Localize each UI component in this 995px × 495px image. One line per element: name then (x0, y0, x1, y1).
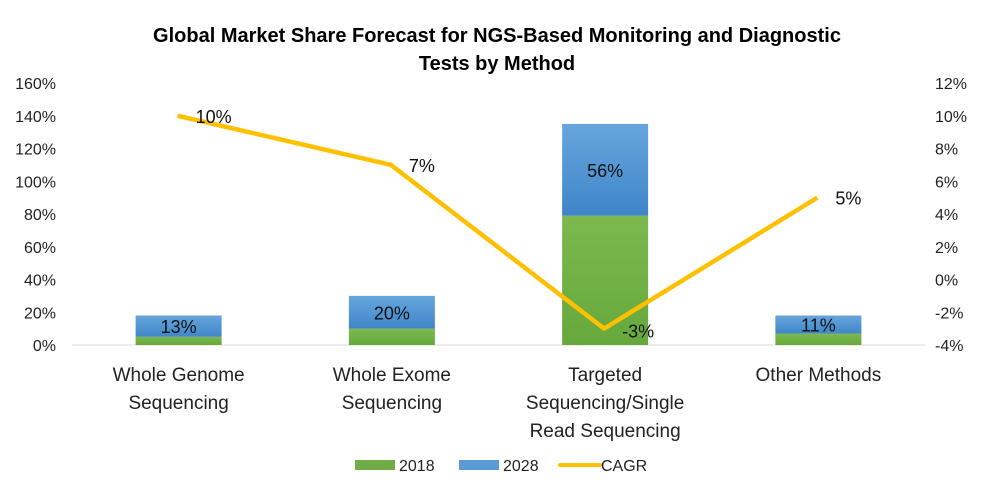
category-label: Sequencing/Single (526, 393, 684, 414)
right-axis-tick-label: 8% (935, 142, 958, 159)
left-axis-tick-label: 40% (24, 273, 56, 290)
right-axis-tick-label: 12% (935, 76, 967, 93)
left-axis-tick-label: 0% (33, 338, 56, 355)
bar-2028 (775, 315, 862, 334)
legend-label-2028: 2028 (503, 458, 539, 475)
right-axis-tick-label: 2% (935, 240, 958, 257)
left-axis-tick-label: 100% (15, 174, 56, 191)
left-axis-tick-label: 60% (24, 240, 56, 257)
right-axis-tick-label: 4% (935, 207, 958, 224)
bar-2028 (348, 295, 435, 329)
category-label: Read Sequencing (530, 421, 681, 442)
left-axis-tick-label: 140% (15, 109, 56, 126)
data-label-cagr: 10% (196, 107, 232, 127)
right-axis-tick-label: 0% (935, 273, 958, 290)
cagr-line (177, 113, 819, 331)
data-label-2028: 11% (801, 316, 836, 336)
data-label-2028: 13% (161, 317, 197, 337)
bar-2018 (135, 336, 222, 345)
bar-2028 (562, 123, 649, 216)
bar-2028 (135, 315, 222, 337)
category-label: Other Methods (756, 365, 882, 386)
data-label-cagr: 5% (835, 189, 861, 209)
data-label-2028: 20% (374, 303, 410, 323)
right-axis-tick-label: -4% (935, 338, 963, 355)
right-axis-tick-label: -2% (935, 305, 963, 322)
legend-swatch-2018 (355, 460, 395, 470)
chart-title-line-2: Tests by Method (419, 53, 575, 75)
bar-2018 (775, 333, 862, 345)
category-label: Whole Genome (113, 365, 245, 386)
chart-title-line-1: Global Market Share Forecast for NGS-Bas… (153, 25, 841, 47)
category-label: Whole Exome (333, 365, 451, 386)
left-axis-tick-label: 20% (24, 305, 56, 322)
data-label-cagr: -3% (622, 322, 654, 342)
right-axis-tick-label: 6% (935, 174, 958, 191)
data-label-2028: 56% (587, 161, 623, 181)
left-axis-tick-label: 120% (15, 142, 56, 159)
legend-label-cagr: CAGR (601, 458, 647, 475)
left-axis-tick-label: 80% (24, 207, 56, 224)
data-label-cagr: 7% (409, 156, 435, 176)
left-axis-tick-label: 160% (15, 76, 56, 93)
category-label: Sequencing (128, 393, 228, 414)
bar-2018 (562, 215, 649, 345)
bar-2018 (348, 328, 435, 345)
right-axis-tick-label: 10% (935, 109, 967, 126)
category-label: Targeted (568, 365, 642, 386)
legend-label-2018: 2018 (399, 458, 435, 475)
legend-swatch-2028 (459, 460, 499, 470)
category-label: Sequencing (342, 393, 442, 414)
